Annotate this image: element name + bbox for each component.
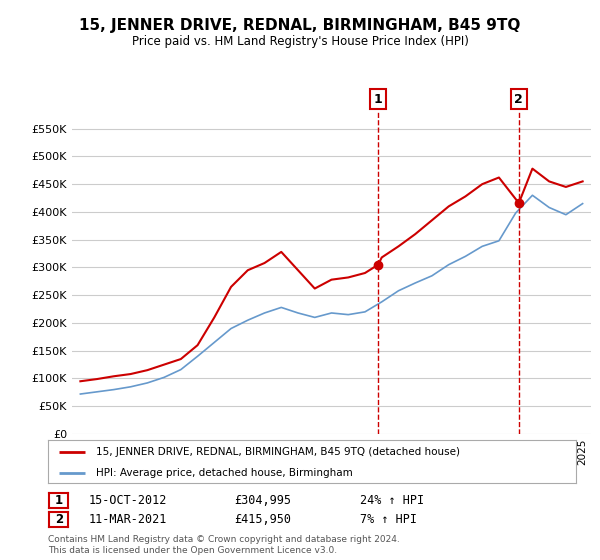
- Text: 15, JENNER DRIVE, REDNAL, BIRMINGHAM, B45 9TQ (detached house): 15, JENNER DRIVE, REDNAL, BIRMINGHAM, B4…: [95, 447, 460, 456]
- Text: 15-OCT-2012: 15-OCT-2012: [89, 494, 167, 507]
- Text: £415,950: £415,950: [234, 513, 291, 526]
- Text: 24% ↑ HPI: 24% ↑ HPI: [360, 494, 424, 507]
- Text: Contains HM Land Registry data © Crown copyright and database right 2024.
This d: Contains HM Land Registry data © Crown c…: [48, 535, 400, 555]
- Text: 11-MAR-2021: 11-MAR-2021: [89, 513, 167, 526]
- Text: 1: 1: [374, 92, 383, 106]
- Text: £304,995: £304,995: [234, 494, 291, 507]
- Text: Price paid vs. HM Land Registry's House Price Index (HPI): Price paid vs. HM Land Registry's House …: [131, 35, 469, 48]
- Text: HPI: Average price, detached house, Birmingham: HPI: Average price, detached house, Birm…: [95, 468, 352, 478]
- Text: 1: 1: [55, 494, 63, 507]
- Text: 2: 2: [55, 513, 63, 526]
- Text: 7% ↑ HPI: 7% ↑ HPI: [360, 513, 417, 526]
- Text: 2: 2: [514, 92, 523, 106]
- Text: 15, JENNER DRIVE, REDNAL, BIRMINGHAM, B45 9TQ: 15, JENNER DRIVE, REDNAL, BIRMINGHAM, B4…: [79, 18, 521, 33]
